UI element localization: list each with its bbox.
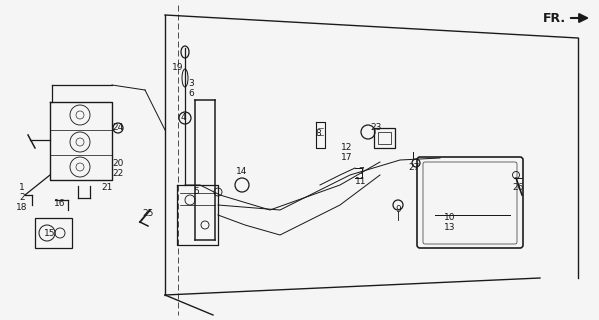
Text: FR.: FR.: [543, 12, 566, 25]
Text: 11: 11: [355, 178, 367, 187]
Text: 15: 15: [44, 228, 56, 237]
Text: 21: 21: [101, 183, 113, 193]
Text: 3: 3: [188, 78, 194, 87]
Text: 5: 5: [193, 188, 199, 196]
Text: 18: 18: [16, 204, 28, 212]
Text: 23: 23: [370, 124, 382, 132]
Text: 10: 10: [444, 213, 456, 222]
Text: 13: 13: [444, 223, 456, 233]
Text: 14: 14: [237, 167, 248, 177]
Text: 12: 12: [341, 143, 353, 153]
Text: 24: 24: [113, 124, 123, 132]
Text: 8: 8: [315, 129, 321, 138]
Text: 26: 26: [512, 183, 524, 193]
Text: 1: 1: [19, 183, 25, 193]
Text: 22: 22: [113, 169, 123, 178]
Text: 19: 19: [173, 63, 184, 73]
Text: 27: 27: [409, 164, 420, 172]
Text: 17: 17: [341, 154, 353, 163]
Text: 4: 4: [180, 114, 186, 123]
Text: 2: 2: [19, 194, 25, 203]
Text: 16: 16: [55, 198, 66, 207]
Text: 6: 6: [188, 89, 194, 98]
Text: 20: 20: [113, 158, 123, 167]
Text: 7: 7: [358, 167, 364, 177]
Text: 9: 9: [395, 205, 401, 214]
Text: 25: 25: [143, 209, 154, 218]
